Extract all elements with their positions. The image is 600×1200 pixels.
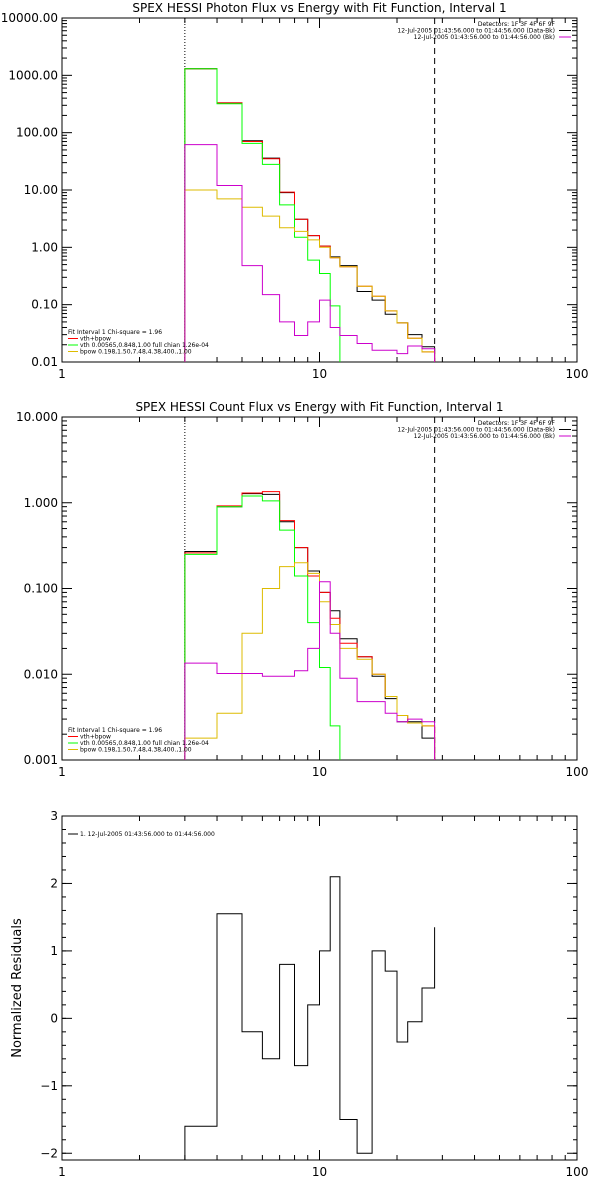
series-0-step-line	[184, 876, 436, 1160]
y-tick-label: 1000.00	[8, 68, 58, 82]
y-tick-label: 1.000	[24, 496, 58, 510]
x-tick-label: 1	[58, 367, 66, 381]
y-tick-label: 0.001	[24, 753, 58, 767]
x-tick-label: 1	[58, 765, 66, 779]
x-tick-label: 10	[312, 367, 327, 381]
y-tick-label: 0.01	[31, 355, 58, 369]
x-tick-label: 100	[566, 765, 589, 779]
legend-entry: vth 0.00565,0.848,1.00 full chian 1.26e-…	[80, 740, 209, 747]
legend-entry: bpow 0.198,1.50,7.48,4.38,400.,1.00	[80, 747, 192, 754]
x-tick-label: 1	[58, 1165, 66, 1179]
y-tick-label: 3	[50, 809, 58, 823]
legend-entry: 1. 12-Jul-2005 01:43:56.000 to 01:44:56.…	[80, 831, 215, 838]
legend-entry: Fit Interval 1 Chi-square = 1.96	[68, 329, 162, 336]
y-tick-label: 0	[50, 1011, 58, 1025]
series-3-step-line	[184, 562, 436, 760]
x-tick-label: 10	[312, 1165, 327, 1179]
y-axis-label: Normalized Residuals	[10, 918, 25, 1058]
y-tick-label: 10.00	[24, 183, 58, 197]
chart-title: SPEX HESSI Count Flux vs Energy with Fit…	[135, 400, 503, 414]
y-tick-label: 2	[50, 876, 58, 890]
x-tick-label: 100	[566, 367, 589, 381]
legend-entry: vth 0.00565,0.848,1.00 full chian 1.26e-…	[80, 342, 209, 349]
y-tick-label: 0.100	[24, 582, 58, 596]
series-3-step-line	[184, 189, 436, 362]
y-tick-label: 10.000	[16, 410, 58, 424]
info-text: 12-Jul-2005 01:43:56.000 to 01:44:56.000…	[414, 433, 555, 440]
series-4-step-line	[184, 144, 436, 362]
y-tick-label: 10000.00	[1, 11, 58, 25]
chart-title: SPEX HESSI Photon Flux vs Energy with Fi…	[132, 1, 506, 15]
residuals-panel: 1 10 100 −2 −1 0 1 2 3 Normalized Residuals 1. 12-…	[10, 809, 588, 1179]
info-text: 12-Jul-2005 01:43:56.000 to 01:44:56.000…	[397, 28, 555, 35]
legend-entry: Fit Interval 1 Chi-square = 1.96	[68, 727, 162, 734]
info-text: 12-Jul-2005 01:43:56.000 to 01:44:56.000…	[397, 427, 555, 434]
info-text: Detectors: 1F 3F 4F 6F 9F	[478, 21, 556, 28]
info-text: 12-Jul-2005 01:43:56.000 to 01:44:56.000…	[414, 34, 555, 41]
y-tick-label: 1	[50, 944, 58, 958]
series-2-step-line	[184, 495, 358, 760]
y-tick-label: 0.010	[24, 667, 58, 681]
y-tick-label: −1	[40, 1079, 58, 1093]
series-2-step-line	[184, 68, 358, 362]
photon-flux-panel: SPEX HESSI Photon Flux vs Energy with Fi…	[1, 1, 589, 381]
y-tick-label: 1.00	[31, 240, 58, 254]
x-tick-label: 10	[312, 765, 327, 779]
y-tick-label: −2	[40, 1146, 58, 1160]
info-text: Detectors: 1F 3F 4F 6F 9F	[478, 420, 556, 427]
count-flux-panel: SPEX HESSI Count Flux vs Energy with Fit…	[16, 400, 588, 779]
y-tick-label: 0.10	[31, 298, 58, 312]
legend-entry: bpow 0.198,1.50,7.48,4.38,400.,1.00	[80, 349, 192, 356]
y-tick-label: 100.00	[16, 126, 58, 140]
legend-entry: vth+bpow	[80, 336, 111, 343]
x-tick-label: 100	[566, 1165, 589, 1179]
series-4-step-line	[184, 581, 436, 760]
legend-entry: vth+bpow	[80, 734, 111, 741]
